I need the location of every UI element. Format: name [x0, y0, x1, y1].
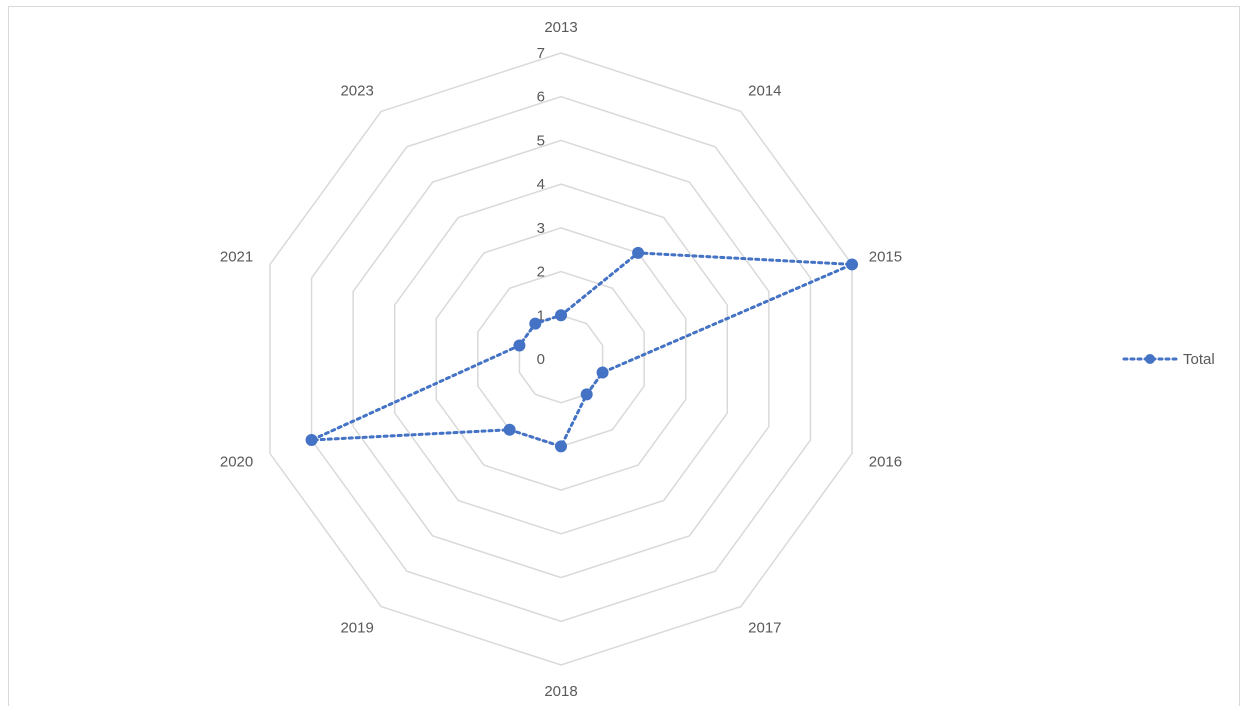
category-label-2023: 2023 — [340, 82, 373, 99]
data-point-2020 — [305, 434, 318, 447]
chart-frame — [8, 6, 1240, 706]
grid-ring-2 — [477, 270, 645, 448]
category-label-2021: 2021 — [220, 248, 253, 265]
data-point-2018 — [555, 440, 567, 453]
grid-ring-3 — [435, 227, 687, 491]
radar-grid — [269, 52, 853, 666]
data-point-2014 — [632, 246, 645, 259]
data-point-2019 — [503, 423, 516, 436]
tick-label: 1 — [537, 307, 545, 324]
radial-axis-ticks: 0 1 2 3 4 5 6 7 — [537, 45, 545, 368]
tick-label: 2 — [537, 264, 545, 281]
category-label-2015: 2015 — [869, 248, 902, 265]
data-point-2016 — [596, 366, 609, 379]
category-label-2019: 2019 — [340, 620, 373, 637]
tick-label: 7 — [537, 45, 545, 62]
tick-label: 4 — [537, 176, 545, 193]
category-label-2017: 2017 — [748, 620, 781, 637]
tick-label: 0 — [537, 351, 545, 368]
series-line — [310, 251, 853, 449]
category-label-2020: 2020 — [220, 454, 253, 471]
legend: Total — [1122, 351, 1215, 368]
data-point-2023 — [529, 317, 542, 330]
legend-label: Total — [1183, 351, 1215, 368]
tick-label: 3 — [537, 220, 545, 237]
category-label-2013: 2013 — [544, 19, 577, 36]
legend-marker — [1145, 354, 1155, 364]
grid-ring-1 — [518, 314, 604, 404]
grid-ring-5 — [352, 139, 770, 579]
data-point-2021 — [513, 339, 526, 352]
grid-ring-4 — [393, 183, 729, 535]
category-label-2014: 2014 — [748, 82, 781, 99]
category-label-2016: 2016 — [869, 454, 902, 471]
series-total — [305, 246, 859, 453]
data-point-2017 — [580, 388, 593, 401]
grid-ring-7 — [269, 52, 853, 666]
tick-label: 6 — [537, 89, 545, 106]
data-point-2013 — [555, 309, 567, 322]
tick-label: 5 — [537, 132, 545, 149]
data-point-2015 — [846, 258, 859, 271]
category-label-2018: 2018 — [544, 683, 577, 699]
grid-ring-6 — [310, 95, 812, 623]
